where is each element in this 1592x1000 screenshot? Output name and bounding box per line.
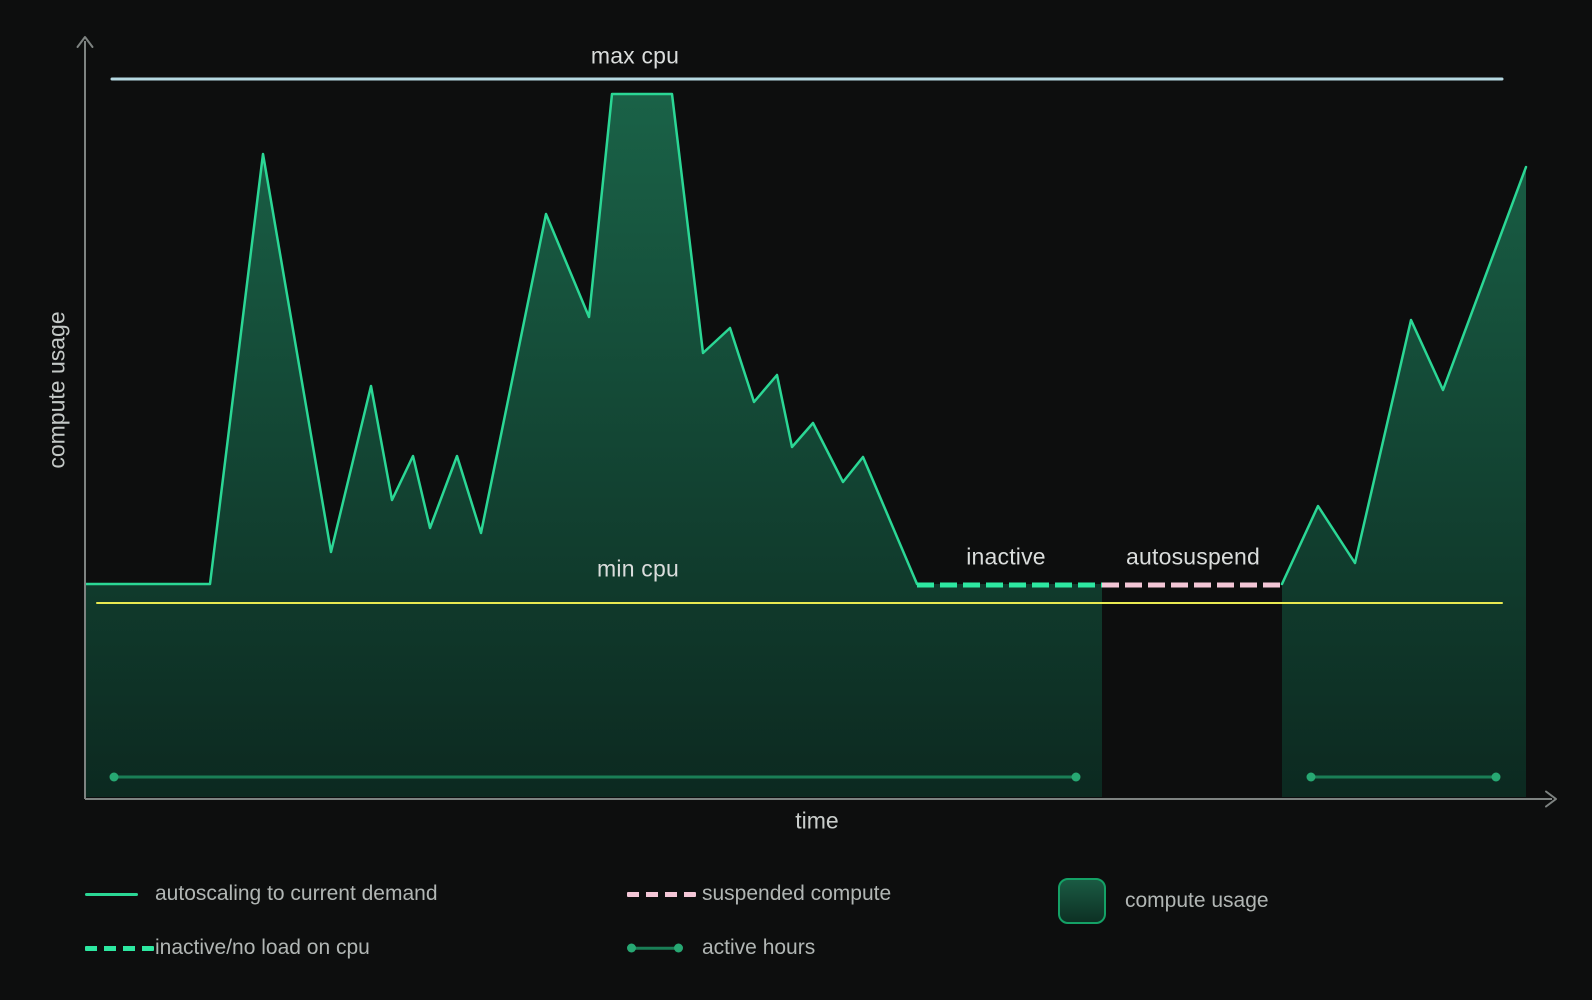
- legend-item-suspended: suspended compute: [627, 882, 891, 906]
- legend-label: inactive/no load on cpu: [155, 936, 370, 959]
- dotted-ends-line-swatch-icon: [627, 943, 683, 953]
- legend-label: autoscaling to current demand: [155, 882, 438, 905]
- legend-item-compute-usage: compute usage: [1058, 878, 1269, 924]
- area-fill-autoscaling_resume: [1282, 167, 1526, 797]
- active-hours-dot: [1491, 772, 1501, 782]
- legend-item-active-hours: active hours: [627, 936, 815, 960]
- dashed-pink-line-swatch-icon: [627, 891, 696, 897]
- x-axis-arrow-icon: [1545, 790, 1557, 808]
- y-axis-label: compute usage: [43, 311, 70, 469]
- active-hours-dot: [1306, 772, 1316, 782]
- dashed-green-line-swatch-icon: [85, 945, 154, 951]
- solid-line-swatch-icon: [85, 892, 138, 896]
- legend-label: suspended compute: [702, 882, 892, 905]
- x-axis-label: time: [795, 807, 839, 834]
- max-cpu-label: max cpu: [590, 42, 680, 69]
- active-hours-dot: [1071, 772, 1081, 782]
- legend-label: compute usage: [1125, 889, 1269, 912]
- y-axis-arrow-icon: [76, 36, 94, 48]
- autosuspend-label: autosuspend: [1126, 543, 1260, 570]
- inactive-label: inactive: [966, 543, 1046, 570]
- area-fill-autoscaling: [86, 94, 1102, 797]
- legend-item-inactive: inactive/no load on cpu: [85, 936, 370, 960]
- series-line-autoscaling: [84, 92, 919, 586]
- min-cpu-label: min cpu: [597, 555, 679, 582]
- legend-item-autoscaling: autoscaling to current demand: [85, 882, 438, 906]
- legend-label: active hours: [702, 936, 816, 959]
- series-line-autoscaling_resume: [1280, 165, 1528, 586]
- filled-square-swatch-icon: [1058, 878, 1106, 924]
- active-hours-dot: [109, 772, 119, 782]
